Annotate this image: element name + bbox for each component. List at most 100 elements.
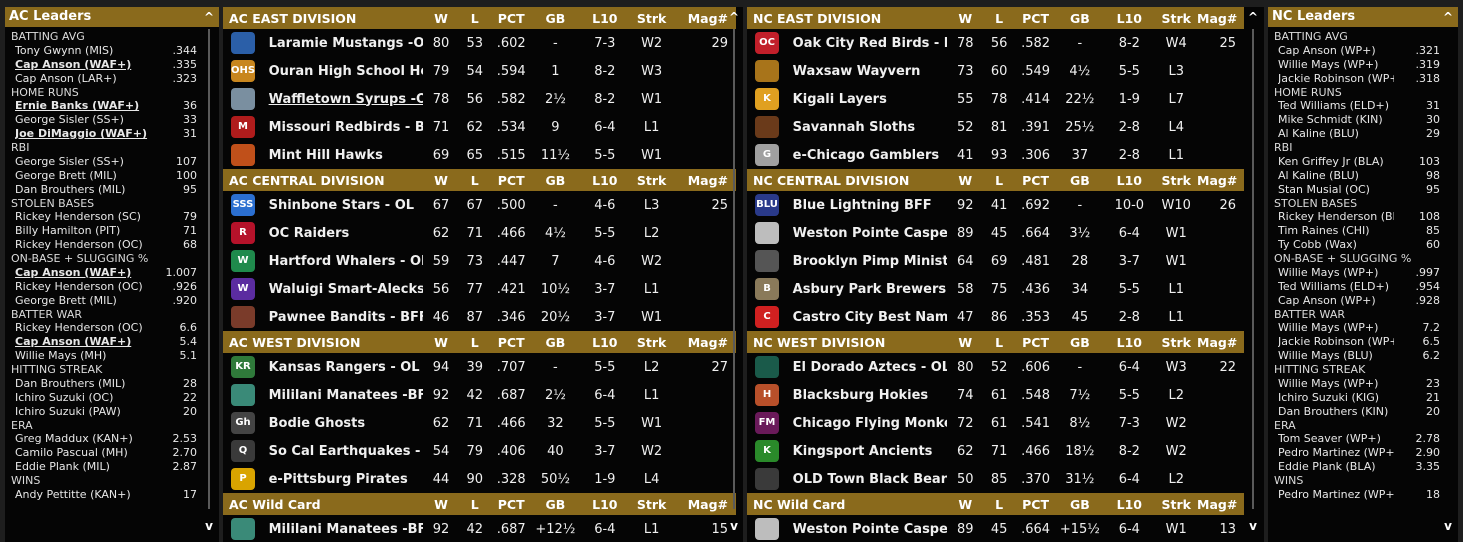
team-row[interactable]: Waxsaw Wayvern 73 60 .549 4½ 5-5 L3 xyxy=(747,57,1244,85)
nc-standings-scroll-down-icon[interactable]: v xyxy=(1249,519,1257,533)
column-header[interactable]: GB xyxy=(532,331,579,353)
leader-row[interactable]: Rickey Henderson (OC) 68 xyxy=(9,238,201,252)
column-header[interactable]: Mag# xyxy=(1197,493,1244,515)
team-name-link[interactable]: OLD Town Black Bears-OL xyxy=(792,471,948,487)
leader-row[interactable]: Stan Musial (OC) 95 xyxy=(1272,183,1444,197)
leader-player-name[interactable]: Cap Anson (WP+) xyxy=(1278,43,1376,57)
leader-row[interactable]: Cap Anson (WP+) .928 xyxy=(1272,294,1444,308)
leader-row[interactable]: Al Kaline (BLU) 29 xyxy=(1272,127,1444,141)
team-row[interactable]: El Dorado Aztecs - OL 80 52 .606 - 6-4 W3 22 xyxy=(747,353,1244,381)
column-header[interactable]: Mag# xyxy=(1197,169,1244,191)
leader-player-name[interactable]: Willie Mays (MH) xyxy=(15,349,107,362)
leader-row[interactable]: Rickey Henderson (OC) 6.6 xyxy=(9,321,201,335)
leader-row[interactable]: Mike Schmidt (KIN) 30 xyxy=(1272,113,1444,127)
team-name-link[interactable]: Brooklyn Pimp Ministers xyxy=(792,253,948,269)
column-header[interactable]: Strk xyxy=(630,169,673,191)
ac-standings-scroll-up-icon[interactable]: ^ xyxy=(728,10,740,24)
team-row[interactable]: Q So Cal Earthquakes - BFF 54 79 .406 40 3-7 W2 xyxy=(223,437,736,465)
leader-player-name[interactable]: Rickey Henderson (OC) xyxy=(15,238,143,251)
leader-player-name[interactable]: Ken Griffey Jr (BLA) xyxy=(1278,154,1384,168)
leader-row[interactable]: Eddie Plank (MIL) 2.87 xyxy=(9,460,201,474)
ac-leaders-scrollbar[interactable] xyxy=(208,29,210,509)
leader-row[interactable]: Tim Raines (CHI) 85 xyxy=(1272,224,1444,238)
column-header[interactable]: Strk xyxy=(1155,7,1198,29)
leader-row[interactable]: Dan Brouthers (MIL) 95 xyxy=(9,183,201,197)
team-row[interactable]: B Asbury Park Brewers (BFF 58 75 .436 34 5-5 L1 xyxy=(747,275,1244,303)
leader-player-name[interactable]: Cap Anson (WAF+) xyxy=(15,57,132,71)
leader-row[interactable]: Jackie Robinson (WP+) .318 xyxy=(1272,72,1444,86)
column-header[interactable]: L xyxy=(459,331,491,353)
leader-row[interactable]: Ernie Banks (WAF+) 36 xyxy=(9,99,201,113)
team-name-link[interactable]: Waluigi Smart-Alecks - BFF xyxy=(268,281,423,297)
team-name-link[interactable]: Ouran High School Hosts xyxy=(268,63,423,79)
leader-row[interactable]: Willie Mays (BLU) 6.2 xyxy=(1272,349,1444,363)
team-name-link[interactable]: Chicago Flying Monkeys xyxy=(792,415,947,431)
leader-player-name[interactable]: Jackie Robinson (WP+) xyxy=(1278,335,1394,348)
team-name-link[interactable]: Laramie Mustangs -OL xyxy=(268,35,423,51)
column-header[interactable]: Mag# xyxy=(1197,331,1244,353)
column-header[interactable]: PCT xyxy=(1014,169,1057,191)
column-header[interactable]: L xyxy=(983,7,1015,29)
team-name-link[interactable]: Savannah Sloths xyxy=(792,119,916,135)
leader-player-name[interactable]: Dan Brouthers (MIL) xyxy=(15,182,126,196)
team-row[interactable]: KR Kansas Rangers - OL 94 39 .707 - 5-5 L2 27 xyxy=(223,353,736,381)
column-header[interactable]: L10 xyxy=(578,169,631,191)
column-header[interactable]: L10 xyxy=(1103,493,1156,515)
nc-leaders-scroll-down-icon[interactable]: v xyxy=(1444,519,1452,533)
column-header[interactable]: W xyxy=(947,493,984,515)
team-row[interactable]: OLD Town Black Bears-OL 50 85 .370 31½ 6-4 L2 xyxy=(747,465,1244,493)
team-row[interactable]: Waffletown Syrups -OL 78 56 .582 2½ 8-2 W1 xyxy=(223,85,736,113)
leader-player-name[interactable]: Cap Anson (WAF+) xyxy=(15,265,132,279)
column-header[interactable]: W xyxy=(422,493,460,515)
leader-player-name[interactable]: Joe DiMaggio (WAF+) xyxy=(15,127,148,140)
team-row[interactable]: H Blacksburg Hokies 74 61 .548 7½ 5-5 L2 xyxy=(747,381,1244,409)
column-header[interactable]: L xyxy=(983,331,1015,353)
team-row[interactable]: Mint Hill Hawks 69 65 .515 11½ 5-5 W1 xyxy=(223,141,736,169)
column-header[interactable]: Mag# xyxy=(672,169,736,191)
column-header[interactable]: W xyxy=(422,331,460,353)
leader-row[interactable]: Greg Maddux (KAN+) 2.53 xyxy=(9,432,201,446)
column-header[interactable]: GB xyxy=(1056,493,1104,515)
leader-player-name[interactable]: Willie Mays (BLU) xyxy=(1278,349,1373,362)
team-row[interactable]: Gh Bodie Ghosts 62 71 .466 32 5-5 W1 xyxy=(223,409,736,437)
team-name-link[interactable]: Hartford Whalers - OL xyxy=(268,253,423,269)
column-header[interactable]: W xyxy=(947,7,984,29)
leader-row[interactable]: Dan Brouthers (KIN) 20 xyxy=(1272,405,1444,419)
team-name-link[interactable]: Shinbone Stars - OL xyxy=(268,197,415,213)
team-name-link[interactable]: Pawnee Bandits - BFF xyxy=(268,309,423,325)
team-name-link[interactable]: Weston Pointe Caspers-OL xyxy=(792,521,948,537)
column-header[interactable]: L10 xyxy=(1103,7,1156,29)
column-header[interactable]: L xyxy=(983,493,1015,515)
column-header[interactable]: Mag# xyxy=(672,7,736,29)
nc-leaders-scroll-up-icon[interactable]: ^ xyxy=(1442,10,1454,24)
team-name-link[interactable]: Asbury Park Brewers (BFF xyxy=(792,281,947,297)
team-name-link[interactable]: Oak City Red Birds - DCF xyxy=(792,35,947,51)
team-name-link[interactable]: Kansas Rangers - OL xyxy=(268,359,420,375)
leader-player-name[interactable]: Cap Anson (LAR+) xyxy=(15,71,117,85)
column-header[interactable]: L xyxy=(983,169,1015,191)
leader-player-name[interactable]: Al Kaline (BLU) xyxy=(1278,168,1359,182)
leader-player-name[interactable]: Ichiro Suzuki (PAW) xyxy=(15,404,121,418)
column-header[interactable]: L10 xyxy=(1103,331,1156,353)
team-name-link[interactable]: El Dorado Aztecs - OL xyxy=(792,359,948,375)
column-header[interactable]: L xyxy=(459,7,491,29)
team-row[interactable]: R OC Raiders 62 71 .466 4½ 5-5 L2 xyxy=(223,219,736,247)
leader-player-name[interactable]: George Brett (MIL) xyxy=(15,168,117,182)
column-header[interactable]: GB xyxy=(532,493,579,515)
team-row[interactable]: SSS Shinbone Stars - OL 67 67 .500 - 4-6 L3 25 xyxy=(223,191,736,219)
column-header[interactable]: L10 xyxy=(1103,169,1156,191)
team-row[interactable]: OHS Ouran High School Hosts 79 54 .594 1 8-2 W3 xyxy=(223,57,736,85)
team-row[interactable]: K Kigali Layers 55 78 .414 22½ 1-9 L7 xyxy=(747,85,1244,113)
leader-row[interactable]: Al Kaline (BLU) 98 xyxy=(1272,169,1444,183)
leader-row[interactable]: Cap Anson (WP+) .321 xyxy=(1272,44,1444,58)
ac-standings-scroll-down-icon[interactable]: v xyxy=(730,519,738,533)
team-name-link[interactable]: e-Chicago Gamblers xyxy=(792,147,940,163)
leader-row[interactable]: Eddie Plank (BLA) 3.35 xyxy=(1272,460,1444,474)
leader-row[interactable]: Willie Mays (WP+) 23 xyxy=(1272,377,1444,391)
leader-row[interactable]: Pedro Martinez (WP+) 18 xyxy=(1272,488,1444,502)
leader-row[interactable]: George Sisler (SS+) 33 xyxy=(9,113,201,127)
column-header[interactable]: Strk xyxy=(630,7,673,29)
leader-row[interactable]: Ichiro Suzuki (KIG) 21 xyxy=(1272,391,1444,405)
leader-player-name[interactable]: Willie Mays (WP+) xyxy=(1278,57,1379,71)
